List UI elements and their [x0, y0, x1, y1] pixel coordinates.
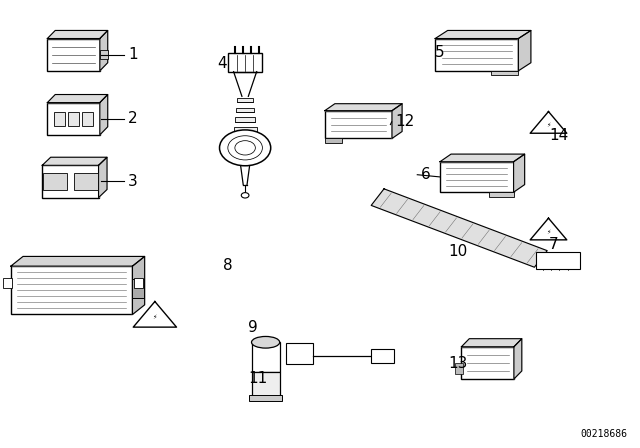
Bar: [43, 173, 67, 190]
Bar: [440, 162, 514, 192]
Bar: [100, 50, 108, 59]
Bar: [232, 137, 258, 142]
Bar: [234, 127, 257, 132]
Bar: [435, 39, 518, 71]
Text: ⚡: ⚡: [547, 123, 550, 128]
Text: 8: 8: [223, 258, 232, 273]
Bar: [371, 349, 394, 363]
Bar: [74, 173, 98, 190]
Text: 1: 1: [128, 47, 138, 62]
Text: 3: 3: [128, 174, 138, 189]
Text: 5: 5: [435, 45, 445, 60]
Text: 9: 9: [248, 320, 258, 336]
Bar: [237, 98, 253, 102]
Polygon shape: [392, 104, 402, 138]
Bar: [42, 165, 99, 198]
Bar: [236, 108, 254, 112]
Polygon shape: [47, 30, 108, 39]
Bar: [47, 103, 100, 135]
Bar: [249, 395, 282, 401]
Polygon shape: [99, 157, 107, 198]
Circle shape: [241, 193, 249, 198]
Polygon shape: [100, 95, 108, 135]
Bar: [491, 71, 518, 75]
Circle shape: [220, 130, 271, 166]
Polygon shape: [461, 339, 522, 347]
Text: 11: 11: [248, 371, 268, 386]
Polygon shape: [530, 218, 567, 240]
Polygon shape: [132, 256, 145, 314]
Text: 6: 6: [421, 167, 431, 182]
Bar: [134, 278, 143, 288]
Bar: [325, 138, 342, 143]
Bar: [11, 266, 132, 314]
Polygon shape: [514, 154, 525, 192]
Text: ⚡: ⚡: [153, 315, 157, 320]
Bar: [132, 279, 144, 297]
Bar: [252, 342, 280, 372]
Polygon shape: [518, 30, 531, 71]
Polygon shape: [47, 95, 108, 103]
Bar: [455, 363, 463, 374]
Bar: [536, 252, 580, 269]
Text: 12: 12: [396, 114, 415, 129]
Bar: [461, 347, 514, 379]
Text: 00218686: 00218686: [580, 429, 627, 439]
Text: 4: 4: [218, 56, 227, 71]
Bar: [252, 372, 280, 396]
Bar: [489, 192, 514, 197]
Bar: [68, 112, 79, 126]
Polygon shape: [530, 112, 567, 133]
Text: 2: 2: [128, 111, 138, 126]
Text: 7: 7: [549, 237, 559, 252]
Bar: [82, 112, 93, 126]
Text: 10: 10: [448, 244, 467, 259]
Polygon shape: [435, 30, 531, 39]
Text: 14: 14: [549, 128, 568, 143]
Bar: [54, 112, 65, 126]
Polygon shape: [11, 256, 145, 266]
Text: ⚡: ⚡: [547, 229, 550, 234]
Polygon shape: [133, 302, 177, 327]
Text: 13: 13: [448, 356, 467, 371]
Bar: [235, 117, 255, 122]
Polygon shape: [325, 104, 402, 111]
Polygon shape: [42, 157, 107, 165]
Polygon shape: [100, 30, 108, 71]
Bar: [228, 53, 262, 72]
Polygon shape: [440, 154, 525, 162]
Polygon shape: [514, 339, 522, 379]
Bar: [325, 111, 392, 138]
Bar: [286, 343, 313, 364]
Ellipse shape: [252, 336, 280, 348]
Polygon shape: [371, 189, 547, 267]
Bar: [3, 278, 12, 288]
Bar: [47, 39, 100, 71]
